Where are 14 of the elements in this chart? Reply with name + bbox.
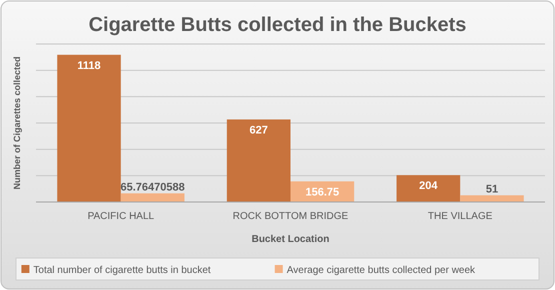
data-label: 156.75 <box>305 186 340 198</box>
y-axis-title: Number of Cigarettes collected <box>12 56 22 190</box>
legend-label: Total number of cigarette butts in bucket <box>33 265 211 276</box>
x-axis-title: Bucket Location <box>252 234 330 245</box>
data-label: 51 <box>486 183 498 196</box>
x-tick-label: ROCK BOTTOM BRIDGE <box>232 211 349 222</box>
data-label: 1118 <box>77 60 101 72</box>
data-label: 627 <box>250 124 268 136</box>
legend-label: Average cigarette butts collected per week <box>286 265 476 276</box>
x-tick-label: PACIFIC HALL <box>88 211 155 222</box>
data-label: 65.76470588 <box>120 181 185 194</box>
data-label: 204 <box>419 180 438 192</box>
x-tick-label: THE VILLAGE <box>428 211 493 222</box>
chart-title: Cigarette Butts collected in the Buckets <box>88 14 466 36</box>
